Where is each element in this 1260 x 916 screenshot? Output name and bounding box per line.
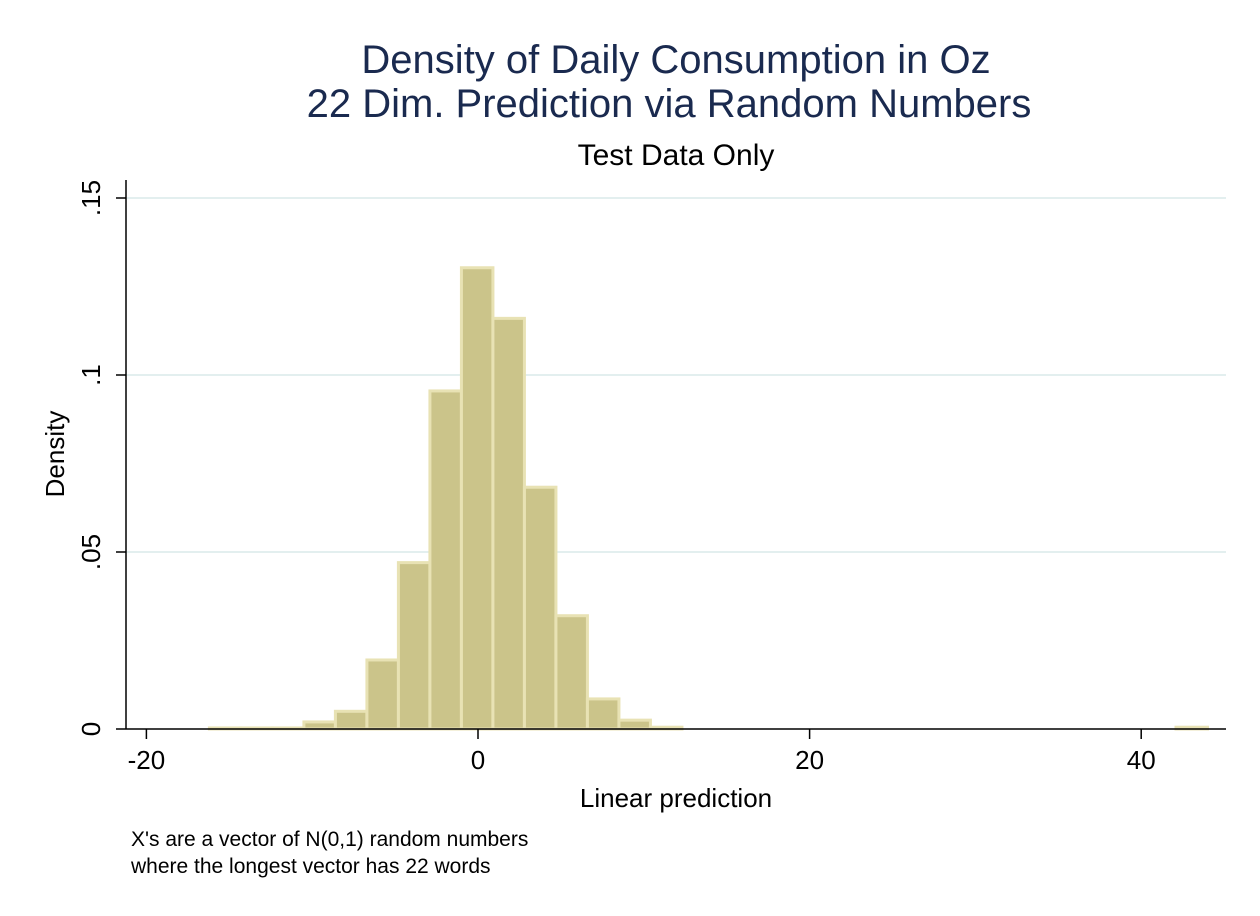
histogram-bar (522, 485, 558, 731)
histogram-bar (554, 614, 589, 731)
grid-lines (126, 197, 1226, 553)
histogram-bar (365, 658, 400, 731)
chart-subtitle: Test Data Only (578, 139, 775, 172)
histogram-bar (585, 697, 621, 731)
histogram-bar (617, 718, 652, 731)
x-tick-label: 0 (471, 745, 485, 775)
y-axis-label: Density (40, 411, 70, 498)
histogram-bar (459, 266, 495, 731)
histogram-bar (491, 316, 526, 731)
x-tick-label: 20 (795, 745, 824, 775)
chart-title-line-2: 22 Dim. Prediction via Random Numbers (307, 82, 1032, 126)
histogram-bar (302, 720, 337, 731)
histogram-bars (207, 266, 1210, 731)
y-axis-ticks: 0 .05 .1 .15 (76, 180, 126, 736)
y-tick-label: .05 (76, 534, 106, 570)
y-tick-label: .1 (76, 364, 106, 386)
note-line-2: where the longest vector has 22 words (130, 855, 491, 878)
histogram-bar (396, 561, 432, 731)
histogram-bar (428, 389, 463, 731)
x-tick-label: -20 (128, 745, 166, 775)
chart-title-line-1: Density of Daily Consumption in Oz (361, 38, 990, 82)
y-tick-label: .15 (76, 180, 106, 216)
note-line-1: X's are a vector of N(0,1) random number… (131, 828, 528, 851)
x-axis-ticks: -20 0 20 40 (128, 729, 1156, 775)
x-axis-label: Linear prediction (580, 783, 772, 813)
y-tick-label: 0 (76, 722, 106, 736)
x-tick-label: 40 (1127, 745, 1156, 775)
histogram-bar (333, 709, 369, 731)
